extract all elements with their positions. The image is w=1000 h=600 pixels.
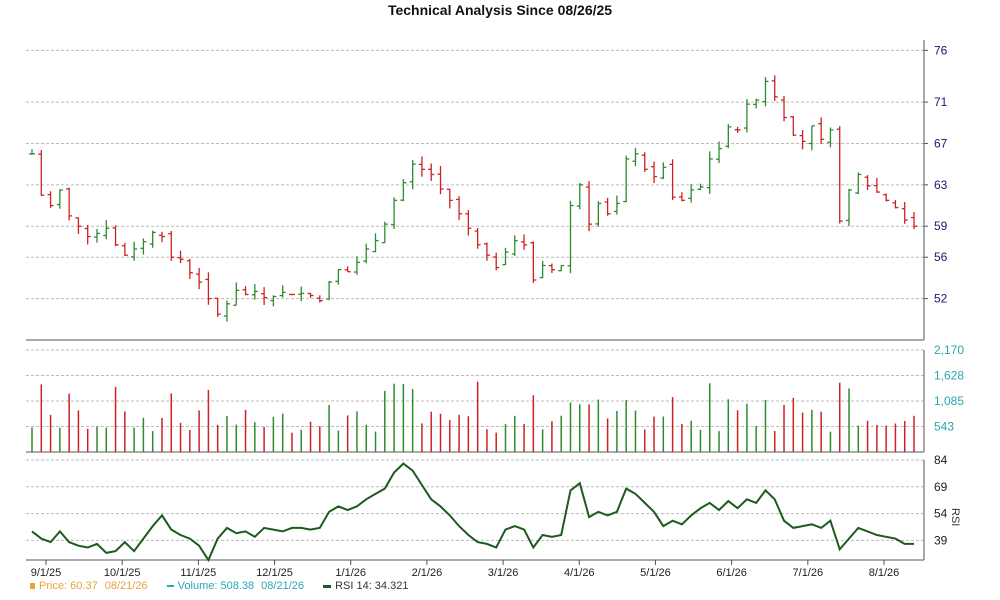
x-tick-label: 8/1/26 bbox=[869, 567, 900, 579]
rsi-tick-label: 39 bbox=[934, 533, 948, 547]
x-tick-label: 1/1/26 bbox=[335, 567, 366, 579]
price-tick-label: 56 bbox=[934, 250, 948, 264]
legend-rsi: RSI 14: 34.321 bbox=[323, 580, 408, 592]
volume-tick-label: 543 bbox=[934, 419, 954, 433]
price-ohlc-bars bbox=[29, 75, 917, 322]
x-tick-label: 7/1/26 bbox=[793, 567, 824, 579]
volume-marker-icon bbox=[166, 585, 174, 588]
volume-tick-label: 2,170 bbox=[934, 343, 964, 357]
price-tick-label: 52 bbox=[934, 292, 948, 306]
rsi-series-line bbox=[31, 462, 914, 563]
volume-tick-label: 1,085 bbox=[934, 394, 964, 408]
rsi-marker-icon bbox=[323, 584, 332, 588]
price-tick-label: 71 bbox=[934, 95, 948, 109]
rsi-tick-label: 84 bbox=[934, 453, 948, 467]
x-tick-label: 11/1/25 bbox=[180, 567, 216, 579]
volume-bars bbox=[31, 381, 915, 452]
price-tick-label: 67 bbox=[934, 136, 948, 150]
legend: Price: 60.37 08/21/26 Volume: 508.38 08/… bbox=[30, 580, 424, 592]
rsi-tick-label: 69 bbox=[934, 480, 948, 494]
x-tick-label: 4/1/26 bbox=[564, 567, 595, 579]
chart-title: Technical Analysis Since 08/26/25 bbox=[387, 2, 613, 18]
legend-price-value: Price: 60.37 bbox=[39, 580, 98, 592]
x-tick-label: 2/1/26 bbox=[412, 567, 443, 579]
price-tick-label: 63 bbox=[934, 178, 948, 192]
x-tick-label: 9/1/25 bbox=[31, 567, 62, 579]
legend-volume-value: Volume: 508.38 bbox=[177, 580, 255, 592]
volume-tick-label: 1,628 bbox=[934, 368, 964, 382]
legend-price: Price: 60.37 08/21/26 bbox=[30, 580, 148, 592]
legend-volume: Volume: 508.38 08/21/26 bbox=[166, 580, 304, 592]
x-tick-label: 12/1/25 bbox=[256, 567, 293, 579]
rsi-tick-label: 54 bbox=[934, 507, 948, 521]
price-tick-label: 76 bbox=[934, 43, 948, 57]
x-tick-label: 10/1/25 bbox=[104, 567, 141, 579]
legend-volume-date: 08/21/26 bbox=[261, 580, 304, 592]
rsi-axis-label: RSI bbox=[949, 508, 961, 526]
grid-lines bbox=[26, 49, 924, 541]
legend-rsi-value: RSI 14: 34.321 bbox=[335, 580, 409, 592]
panel-frames bbox=[26, 40, 925, 561]
axis-labels: 76 71 67 63 59 56 52 2,170 1,628 1,085 543 84 69 54 39… bbox=[31, 43, 965, 579]
rsi-line bbox=[31, 462, 914, 563]
x-tick-label: 3/1/26 bbox=[488, 567, 519, 579]
price-marker-icon bbox=[30, 583, 35, 589]
x-tick-label: 5/1/26 bbox=[640, 567, 671, 579]
legend-price-date: 08/21/26 bbox=[104, 580, 148, 592]
x-tick-label: 6/1/26 bbox=[716, 567, 747, 579]
price-tick-label: 59 bbox=[934, 219, 948, 233]
